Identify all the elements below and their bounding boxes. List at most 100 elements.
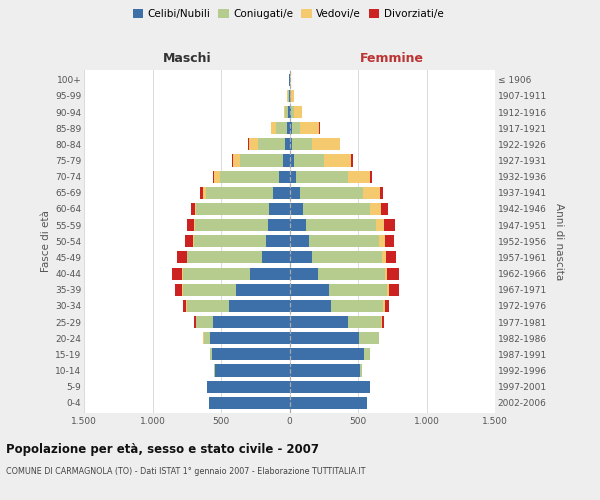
Bar <box>385 235 394 248</box>
Bar <box>360 364 362 376</box>
Bar <box>258 138 286 150</box>
Bar <box>293 154 324 166</box>
Bar <box>290 154 293 166</box>
Bar <box>283 154 290 166</box>
Bar <box>290 122 292 134</box>
Bar <box>292 122 301 134</box>
Bar <box>381 203 388 215</box>
Bar <box>288 106 290 118</box>
Bar <box>209 396 290 409</box>
Bar <box>331 300 383 312</box>
Bar <box>290 252 312 264</box>
Bar <box>290 170 296 182</box>
Bar <box>271 122 276 134</box>
Bar <box>196 203 269 215</box>
Bar <box>349 170 370 182</box>
Y-axis label: Anni di nascita: Anni di nascita <box>554 202 564 280</box>
Bar <box>195 203 196 215</box>
Bar <box>289 90 290 102</box>
Bar <box>292 138 312 150</box>
Bar <box>187 300 229 312</box>
Bar <box>290 106 291 118</box>
Bar <box>262 252 290 264</box>
Bar <box>196 316 213 328</box>
Bar <box>290 203 303 215</box>
Bar <box>213 170 214 182</box>
Bar <box>214 364 215 376</box>
Bar <box>388 268 399 280</box>
Bar <box>290 284 329 296</box>
Bar <box>359 332 379 344</box>
Bar <box>287 122 290 134</box>
Bar <box>236 284 290 296</box>
Bar <box>187 219 194 231</box>
Bar <box>370 203 381 215</box>
Bar <box>249 138 258 150</box>
Bar <box>193 235 194 248</box>
Bar <box>384 219 395 231</box>
Bar <box>250 268 290 280</box>
Bar <box>288 90 289 102</box>
Bar <box>296 170 349 182</box>
Bar <box>240 154 283 166</box>
Bar <box>269 203 290 215</box>
Y-axis label: Fasce di età: Fasce di età <box>41 210 51 272</box>
Bar <box>276 122 287 134</box>
Bar <box>290 396 367 409</box>
Bar <box>348 316 381 328</box>
Bar <box>184 300 186 312</box>
Bar <box>203 332 204 344</box>
Bar <box>290 316 348 328</box>
Text: Maschi: Maschi <box>163 52 211 65</box>
Bar <box>232 154 233 166</box>
Bar <box>194 235 266 248</box>
Bar <box>177 252 187 264</box>
Bar <box>290 235 310 248</box>
Bar <box>381 316 382 328</box>
Bar <box>376 219 384 231</box>
Bar <box>290 300 331 312</box>
Bar <box>324 154 351 166</box>
Bar <box>185 235 193 248</box>
Bar <box>303 203 370 215</box>
Bar <box>290 90 291 102</box>
Bar <box>287 90 288 102</box>
Bar <box>286 106 288 118</box>
Bar <box>210 348 212 360</box>
Bar <box>380 186 383 199</box>
Bar <box>364 186 380 199</box>
Bar <box>210 332 290 344</box>
Bar <box>319 122 320 134</box>
Bar <box>195 219 268 231</box>
Bar <box>306 219 376 231</box>
Bar <box>290 268 317 280</box>
Text: Popolazione per età, sesso e stato civile - 2007: Popolazione per età, sesso e stato civil… <box>6 442 319 456</box>
Bar <box>213 316 290 328</box>
Bar <box>312 138 340 150</box>
Bar <box>290 138 292 150</box>
Bar <box>290 219 306 231</box>
Bar <box>388 284 389 296</box>
Bar <box>379 235 385 248</box>
Bar <box>172 268 182 280</box>
Bar <box>291 90 293 102</box>
Bar <box>289 74 290 86</box>
Bar <box>266 235 290 248</box>
Bar <box>293 106 302 118</box>
Bar <box>386 252 397 264</box>
Bar <box>290 364 360 376</box>
Bar <box>301 186 364 199</box>
Bar <box>194 219 195 231</box>
Bar <box>290 74 291 86</box>
Text: COMUNE DI CARMAGNOLA (TO) - Dati ISTAT 1° gennaio 2007 - Elaborazione TUTTITALIA: COMUNE DI CARMAGNOLA (TO) - Dati ISTAT 1… <box>6 468 365 476</box>
Bar <box>284 106 286 118</box>
Bar <box>382 252 386 264</box>
Text: Femmine: Femmine <box>360 52 424 65</box>
Bar <box>268 219 290 231</box>
Bar <box>182 284 236 296</box>
Bar <box>215 364 290 376</box>
Bar <box>191 203 195 215</box>
Bar <box>310 235 379 248</box>
Bar <box>204 332 210 344</box>
Bar <box>214 170 220 182</box>
